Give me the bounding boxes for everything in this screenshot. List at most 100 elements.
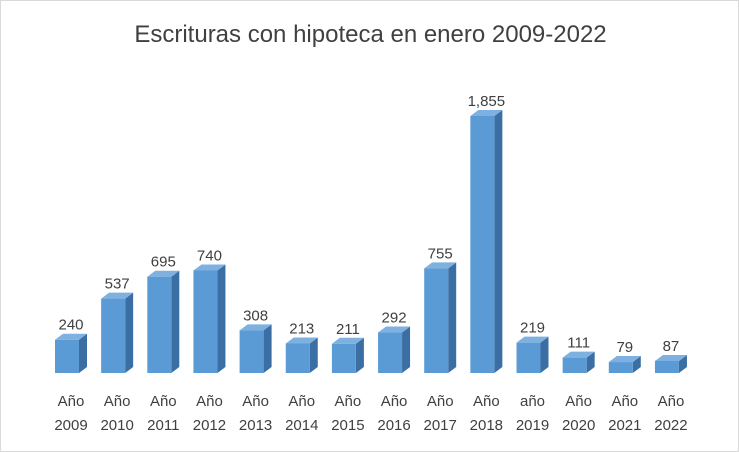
- data-label: 240: [58, 317, 83, 334]
- bar-group-2014: 213 Año 2014: [285, 320, 318, 434]
- bar-top: [193, 264, 226, 271]
- data-label: 695: [151, 254, 176, 271]
- x-tick-label-line1: Año: [58, 393, 85, 410]
- bar-group-2017: 755 Año 2017: [424, 245, 457, 434]
- x-tick-label-line1: Año: [288, 393, 315, 410]
- bar-top: [424, 262, 457, 269]
- x-tick-label-line2: 2020: [562, 417, 595, 434]
- bar-group-2013: 308 Año 2013: [239, 307, 272, 434]
- x-tick-label-line2: 2019: [516, 417, 549, 434]
- data-label: 537: [105, 276, 130, 293]
- bar-top: [516, 336, 549, 343]
- x-tick-label-line1: Año: [658, 393, 685, 410]
- data-label: 755: [428, 245, 453, 262]
- bar-top: [101, 292, 134, 299]
- x-tick-label-line1: Año: [381, 393, 408, 410]
- x-tick-label-line1: Año: [427, 393, 454, 410]
- bar-side: [402, 326, 411, 373]
- x-tick-label-line2: 2011: [147, 417, 179, 434]
- bar: [147, 276, 172, 373]
- x-tick-label-line1: Año: [473, 393, 500, 410]
- bar: [516, 342, 541, 373]
- bar: [378, 332, 403, 373]
- data-label: 292: [382, 310, 407, 327]
- x-tick-label-line1: Año: [611, 393, 638, 410]
- bar-top: [331, 337, 364, 344]
- x-tick-label-line2: 2018: [470, 417, 503, 434]
- bar-group-2016: 292 Año 2016: [377, 310, 410, 434]
- bar-group-2022: 87 Año 2022: [654, 338, 687, 434]
- bar-side: [79, 333, 87, 373]
- data-label: 79: [616, 339, 633, 356]
- bar-side: [355, 337, 364, 373]
- x-tick-label-line1: Año: [335, 393, 362, 410]
- bar-top: [470, 110, 503, 116]
- x-tick-label-line2: 2017: [424, 417, 457, 434]
- bar-group-2011: 695 Año 2011: [147, 254, 179, 434]
- data-label: 111: [567, 335, 590, 352]
- bar-top: [55, 333, 87, 340]
- x-tick-label-line2: 2014: [285, 417, 318, 434]
- data-label: 1,855: [468, 93, 506, 110]
- bar: [562, 357, 587, 373]
- bar-top: [285, 337, 318, 344]
- bar: [239, 330, 264, 373]
- bar-group-2012: 740 Año 2012: [193, 247, 226, 434]
- bar: [55, 339, 79, 373]
- bar-side: [309, 337, 318, 373]
- x-tick-label-line2: 2010: [100, 417, 133, 434]
- x-tick-label-line2: 2013: [239, 417, 272, 434]
- x-tick-label-line1: Año: [242, 393, 269, 410]
- bar-group-2009: 240 Año 2009: [54, 317, 87, 434]
- bar-side: [494, 110, 503, 373]
- data-label: 211: [336, 321, 360, 338]
- bar-group-2010: 537 Año 2010: [100, 276, 133, 434]
- bar-side: [448, 262, 457, 373]
- data-label: 87: [663, 338, 680, 355]
- x-tick-label-line2: 2022: [654, 417, 687, 434]
- data-label: 740: [197, 247, 222, 264]
- bar: [654, 360, 679, 373]
- data-label: 308: [243, 307, 268, 324]
- bar-side: [125, 292, 134, 373]
- bar-group-2020: 111 Año 2020: [562, 335, 595, 434]
- x-tick-label-line1: Año: [104, 393, 131, 410]
- x-tick-label-line2: 2012: [193, 417, 226, 434]
- data-label: 219: [520, 320, 545, 337]
- bar: [101, 298, 126, 373]
- bar-top: [147, 270, 180, 277]
- data-label: 213: [289, 320, 314, 337]
- x-tick-label-line2: 2016: [377, 417, 410, 434]
- bar-top: [239, 324, 272, 331]
- x-tick-label-line2: 2015: [331, 417, 364, 434]
- bar-group-2021: 79 Año 2021: [608, 339, 641, 434]
- bar-top: [608, 356, 641, 363]
- bar-side: [171, 270, 180, 373]
- bar-side: [586, 351, 595, 373]
- x-tick-label-line2: 2009: [54, 417, 87, 434]
- bar: [331, 343, 356, 373]
- x-tick-label-line2: 2021: [608, 417, 641, 434]
- chart-title: Escrituras con hipoteca en enero 2009-20…: [134, 21, 607, 48]
- bar-side: [540, 336, 549, 373]
- bar: [470, 116, 495, 373]
- bar: [285, 343, 310, 373]
- bar-group-2018: 1,855 Año 2018: [468, 93, 506, 434]
- x-tick-label-line1: Año: [196, 393, 223, 410]
- bar: [193, 270, 218, 373]
- bar-side: [632, 356, 641, 373]
- bar-top: [378, 326, 411, 333]
- bar-group-2015: 211 Año 2015: [331, 321, 364, 434]
- bar-side: [678, 354, 687, 373]
- x-tick-label-line1: Año: [565, 393, 592, 410]
- bar: [608, 362, 633, 373]
- x-tick-label-line1: año: [520, 393, 545, 410]
- bar-side: [217, 264, 226, 373]
- bar-top: [654, 354, 687, 361]
- bar: [424, 268, 449, 373]
- x-tick-label-line1: Año: [150, 393, 177, 410]
- bar-group-2019: 219 año 2019: [516, 320, 549, 434]
- bar-side: [263, 324, 272, 373]
